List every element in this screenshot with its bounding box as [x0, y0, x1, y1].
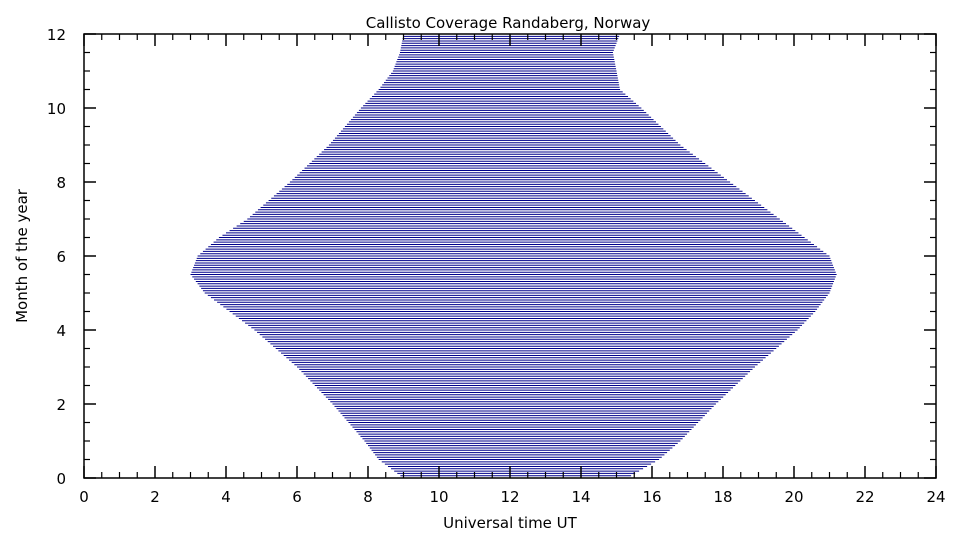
y-tick-label: 8	[56, 174, 66, 192]
y-axis-label: Month of the year	[13, 188, 31, 323]
y-tick-label: 10	[47, 100, 66, 118]
x-axis: 0 2 4 6 8 10 12 14 16 18 20 22 24	[79, 34, 946, 506]
x-tick-label: 18	[713, 488, 732, 506]
y-tick-label: 4	[56, 322, 66, 340]
chart-title: Callisto Coverage Randaberg, Norway	[366, 14, 651, 32]
x-tick-label: 22	[855, 488, 874, 506]
y-tick-label: 12	[47, 26, 66, 44]
x-tick-label: 12	[500, 488, 519, 506]
y-axis: 0 2 4 6 8 10 12	[47, 26, 936, 488]
x-tick-label: 4	[221, 488, 231, 506]
x-tick-label: 8	[363, 488, 373, 506]
x-tick-label: 20	[784, 488, 803, 506]
x-tick-label: 10	[429, 488, 448, 506]
coverage-area	[190, 33, 837, 479]
x-axis-label: Universal time UT	[443, 514, 578, 532]
y-tick-label: 2	[56, 396, 66, 414]
x-tick-label: 6	[292, 488, 302, 506]
y-tick-label: 0	[56, 470, 66, 488]
x-tick-label: 2	[150, 488, 160, 506]
x-tick-label: 14	[571, 488, 590, 506]
x-tick-label: 16	[642, 488, 661, 506]
x-tick-label: 0	[79, 488, 89, 506]
x-tick-label: 24	[926, 488, 945, 506]
y-tick-label: 6	[56, 248, 66, 266]
